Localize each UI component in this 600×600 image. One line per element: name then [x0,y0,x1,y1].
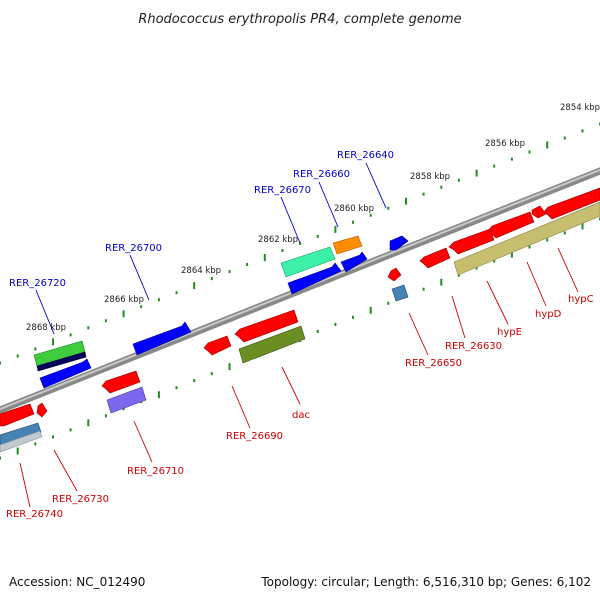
gene-label-rer-26630[interactable]: RER_26630 [445,341,502,352]
gene-rer-26640[interactable] [389,235,409,251]
gene-label-hype[interactable]: hypE [497,327,522,338]
ruler-label-2854: 2854 kbp [560,103,600,113]
gene-label-rer-26640[interactable]: RER_26640 [337,150,394,161]
gene-label-rer-26650[interactable]: RER_26650 [405,358,462,369]
genome-summary-text: Topology: circular; Length: 6,516,310 bp… [260,575,591,589]
ruler-labels: 2854 kbp 2856 kbp 2858 kbp 2860 kbp 2862… [26,103,600,333]
gene-labels-lower: hypC hypD hypE RER_26630 RER_26650 dac R… [6,294,594,520]
ruler-label-2866: 2866 kbp [104,295,144,305]
gene-rer-26710-violet[interactable] [106,386,147,414]
genes-lower [0,187,600,453]
gene-label-rer-26720[interactable]: RER_26720 [9,278,66,289]
gene-dac[interactable] [238,325,306,364]
gene-rer-26670[interactable] [287,262,342,295]
ruler-label-2864: 2864 kbp [181,266,221,276]
gene-label-rer-26670[interactable]: RER_26670 [254,185,311,196]
gene-label-rer-26700[interactable]: RER_26700 [105,243,162,254]
gene-label-dac[interactable]: dac [292,410,310,421]
gene-rer-26670-teal[interactable] [280,246,336,278]
gene-label-rer-26660[interactable]: RER_26660 [293,169,350,180]
accession-text: Accession: NC_012490 [9,575,145,589]
gene-rer-26720[interactable] [39,358,92,389]
ruler-ticks-upper [0,122,600,365]
gene-labels-upper: RER_26640 RER_26660 RER_26670 RER_26700 … [9,150,394,289]
gene-rer-26680[interactable] [234,309,299,343]
map-title: Rhodococcus erythropolis PR4, complete g… [138,12,461,27]
gene-label-rer-26690[interactable]: RER_26690 [226,431,283,442]
ruler-label-2868: 2868 kbp [26,323,66,333]
ruler-label-2858: 2858 kbp [410,172,450,182]
gene-rer-26690[interactable] [203,335,232,356]
gene-rer-26650-red[interactable] [387,267,402,282]
gene-label-hypc[interactable]: hypC [568,294,594,305]
gene-rer-26650-steel[interactable] [391,284,409,302]
gene-label-rer-26740[interactable]: RER_26740 [6,509,63,520]
gene-rer-26740-grey[interactable] [0,430,43,453]
gene-label-rer-26710[interactable]: RER_26710 [127,466,184,477]
gene-hype[interactable] [448,228,495,255]
gene-hypd-small[interactable] [531,205,547,219]
gene-hyp-olive[interactable] [453,201,600,276]
gene-label-hypd[interactable]: hypD [535,309,562,320]
ruler-label-2860: 2860 kbp [334,204,374,214]
gene-rer-26720-dark[interactable] [36,351,87,372]
gene-rer-26710-red[interactable] [101,370,141,394]
leader-lines-lower [19,247,579,508]
gene-rer-26660-orange[interactable] [332,235,363,255]
gene-rer-26700[interactable] [132,321,192,356]
gene-label-rer-26730[interactable]: RER_26730 [52,494,109,505]
leader-lines-upper [35,162,387,335]
gene-rer-26660[interactable] [340,251,368,273]
gene-rer-26730-red[interactable] [0,403,35,427]
ruler-label-2856: 2856 kbp [485,139,525,149]
gene-rer-26740-steel[interactable] [0,422,42,447]
gene-rer-26630[interactable] [419,247,451,269]
genes-upper [33,235,409,389]
gene-rer-26730-small[interactable] [36,402,48,418]
ruler-label-2862: 2862 kbp [258,235,298,245]
